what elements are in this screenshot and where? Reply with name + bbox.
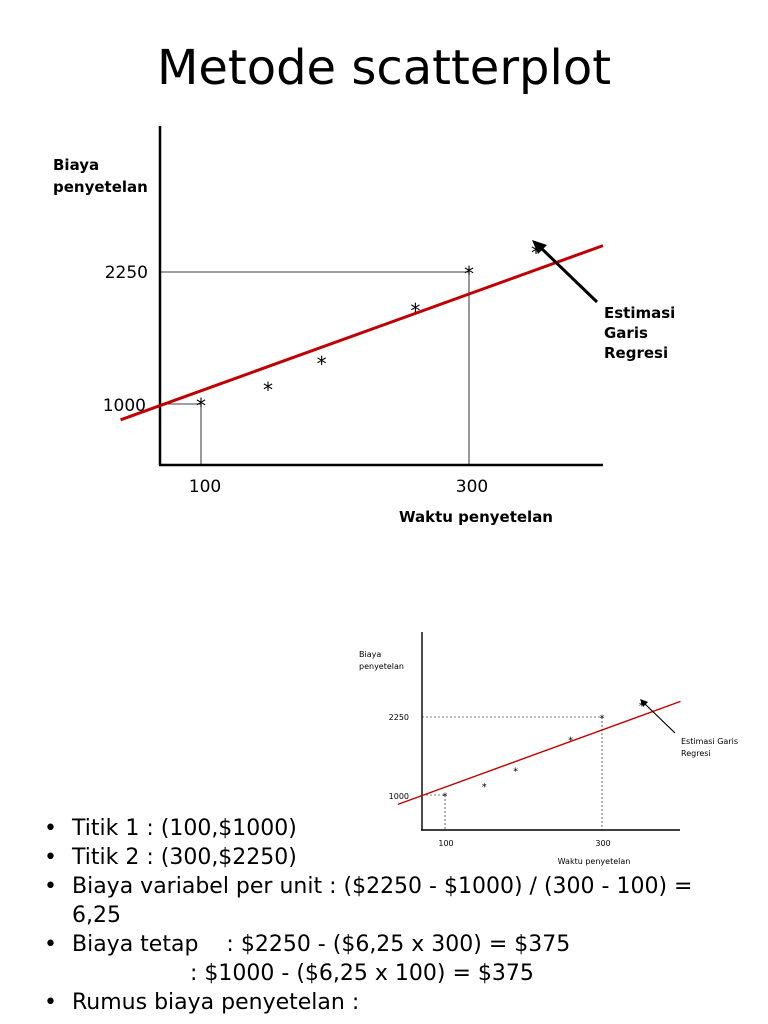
data-point: * xyxy=(410,299,420,323)
bullet-titik-2: Titik 2 : (300,$2250) xyxy=(40,843,740,872)
x-tick-100: 100 xyxy=(189,477,221,497)
small-annotation-arrow-head xyxy=(640,699,648,707)
scatter-points: * * * * * * xyxy=(196,241,541,418)
small-annotation-arrow-shaft xyxy=(644,703,676,734)
data-point: * xyxy=(531,241,541,265)
data-point: * xyxy=(196,394,206,418)
biaya-tetap-value: : $2250 - ($6,25 x 300) = $375 xyxy=(226,932,571,957)
bullet-biaya-variabel: Biaya variabel per unit : ($2250 - $1000… xyxy=(40,872,740,930)
small-y-axis-label-line2: penyetelan xyxy=(359,662,404,671)
bullet-biaya-tetap: Biaya tetap : $2250 - ($6,25 x 300) = $37… xyxy=(40,930,740,959)
small-annotation-line2: Regresi xyxy=(681,749,711,758)
small-data-point: * xyxy=(482,782,487,793)
y-axis-label-line2: penyetelan xyxy=(53,178,148,196)
small-annotation-line1: Estimasi Garis xyxy=(681,737,738,746)
bullet-titik-1: Titik 1 : (100,$1000) xyxy=(40,814,740,843)
small-y-tick-2250: 2250 xyxy=(389,713,409,722)
data-point: * xyxy=(263,378,273,402)
bullet-biaya-tetap-cont: : $1000 - ($6,25 x 100) = $375 xyxy=(190,961,534,986)
small-regression-line xyxy=(397,700,681,806)
small-data-point: * xyxy=(600,714,605,725)
annotation-line3: Regresi xyxy=(604,344,668,362)
data-point: * xyxy=(317,352,327,376)
bullet-rumus: Rumus biaya penyetelan : xyxy=(40,988,740,1017)
y-tick-2250: 2250 xyxy=(105,263,148,283)
small-y-axis-label-line1: Biaya xyxy=(359,650,381,659)
x-tick-300: 300 xyxy=(456,477,488,497)
small-scatter-points: * * * * * * xyxy=(443,701,644,802)
small-data-point: * xyxy=(513,767,518,778)
y-tick-1000: 1000 xyxy=(103,396,146,416)
annotation-arrow-head xyxy=(532,240,547,254)
annotation-line1: Estimasi xyxy=(604,304,675,322)
small-y-tick-1000: 1000 xyxy=(389,792,409,801)
slide-title: Metode scatterplot xyxy=(156,40,612,96)
biaya-tetap-label: Biaya tetap xyxy=(72,932,199,957)
annotation-arrow-shaft xyxy=(538,245,599,304)
y-axis-label-line1: Biaya xyxy=(53,156,99,174)
small-data-point: * xyxy=(639,701,644,712)
bullet-list: Titik 1 : (100,$1000) Titik 2 : (300,$22… xyxy=(40,814,740,1017)
annotation-line2: Garis xyxy=(604,324,648,342)
data-point: * xyxy=(464,262,474,286)
small-data-point: * xyxy=(568,735,573,746)
x-axis-label: Waktu penyetelan xyxy=(399,508,553,526)
regression-line xyxy=(120,244,604,422)
small-data-point: * xyxy=(443,792,448,803)
chart-large: Biaya penyetelan 2250 1000 100 300 Waktu… xyxy=(53,126,675,526)
